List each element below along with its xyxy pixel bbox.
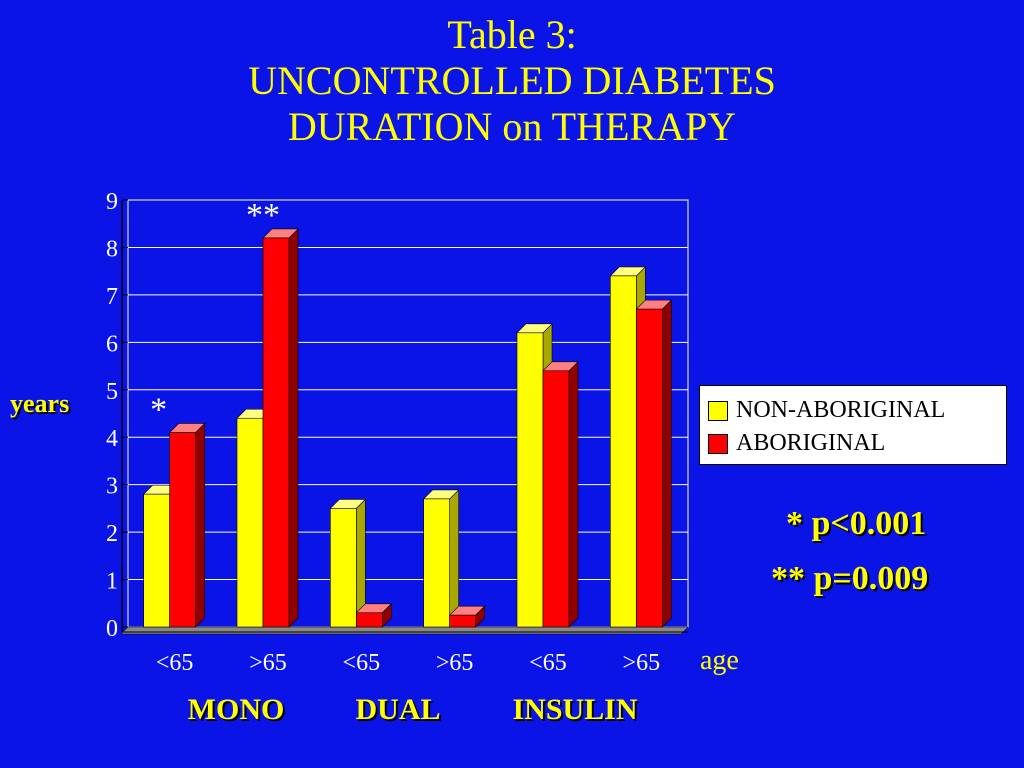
y-tick-label: 1 (106, 569, 118, 595)
bar-aboriginal (169, 432, 196, 628)
legend-label: ABORIGINAL (736, 430, 886, 456)
chart-title: Table 3: UNCONTROLLED DIABETES DURATION … (0, 12, 1024, 150)
plot-floor (120, 626, 689, 635)
bar-side (568, 361, 579, 628)
title-line-2: UNCONTROLLED DIABETES (248, 58, 776, 103)
legend-label: NON-ABORIGINAL (736, 397, 946, 423)
stat-p-value-2: ** p=0.009 (771, 560, 929, 597)
bar-side (662, 299, 672, 628)
y-tick-label: 5 (106, 379, 118, 405)
bar-aboriginal (542, 370, 570, 628)
title-line-1: Table 3: (447, 12, 577, 57)
legend-swatch-yellow (708, 400, 728, 421)
y-tick-label: 8 (106, 236, 118, 262)
y-tick-label: 0 (106, 616, 118, 642)
y-tick-label: 4 (106, 426, 118, 452)
bar-non-aboriginal (423, 498, 450, 628)
bar-aboriginal (636, 308, 663, 628)
y-tick-label: 2 (106, 521, 118, 547)
title-line-3: DURATION on THERAPY (287, 104, 737, 149)
x-tick-label: >65 (249, 650, 287, 676)
significance-marker: ** (246, 197, 280, 234)
y-tick-label: 6 (106, 331, 118, 357)
bar-non-aboriginal (516, 332, 544, 628)
x-tick-label: <65 (156, 650, 194, 676)
bar-aboriginal (449, 614, 476, 628)
y-tick-label: 7 (106, 284, 118, 310)
plot-frame (127, 199, 689, 628)
group-label-mono: MONO (187, 693, 285, 726)
x-tick-label: <65 (529, 650, 567, 676)
bar-aboriginal (262, 237, 290, 628)
legend: NON-ABORIGINAL ABORIGINAL (699, 385, 1007, 465)
x-tick-label: <65 (343, 650, 381, 676)
y-tick-label: 3 (106, 474, 118, 500)
x-axis-label: age (700, 645, 739, 676)
group-label-dual: DUAL (355, 693, 441, 726)
bar-non-aboriginal (330, 508, 357, 628)
x-tick-label: >65 (623, 650, 661, 676)
bar-side (195, 422, 205, 628)
stat-p-value-1: * p<0.001 (786, 505, 927, 542)
legend-item-aboriginal: ABORIGINAL (708, 427, 1006, 460)
bar-non-aboriginal (610, 275, 637, 628)
group-label-insulin: INSULIN (512, 693, 638, 726)
significance-marker: * (150, 391, 167, 428)
bar-non-aboriginal (143, 493, 170, 628)
bar-aboriginal (356, 612, 383, 628)
legend-swatch-red (708, 433, 728, 454)
y-tick-label: 9 (106, 189, 118, 215)
bar-non-aboriginal (236, 417, 264, 628)
x-tick-label: >65 (436, 650, 474, 676)
y-axis-label: years (10, 389, 70, 418)
bar-side (288, 228, 299, 628)
legend-item-non-aboriginal: NON-ABORIGINAL (708, 394, 1006, 427)
bar-side (449, 489, 459, 628)
